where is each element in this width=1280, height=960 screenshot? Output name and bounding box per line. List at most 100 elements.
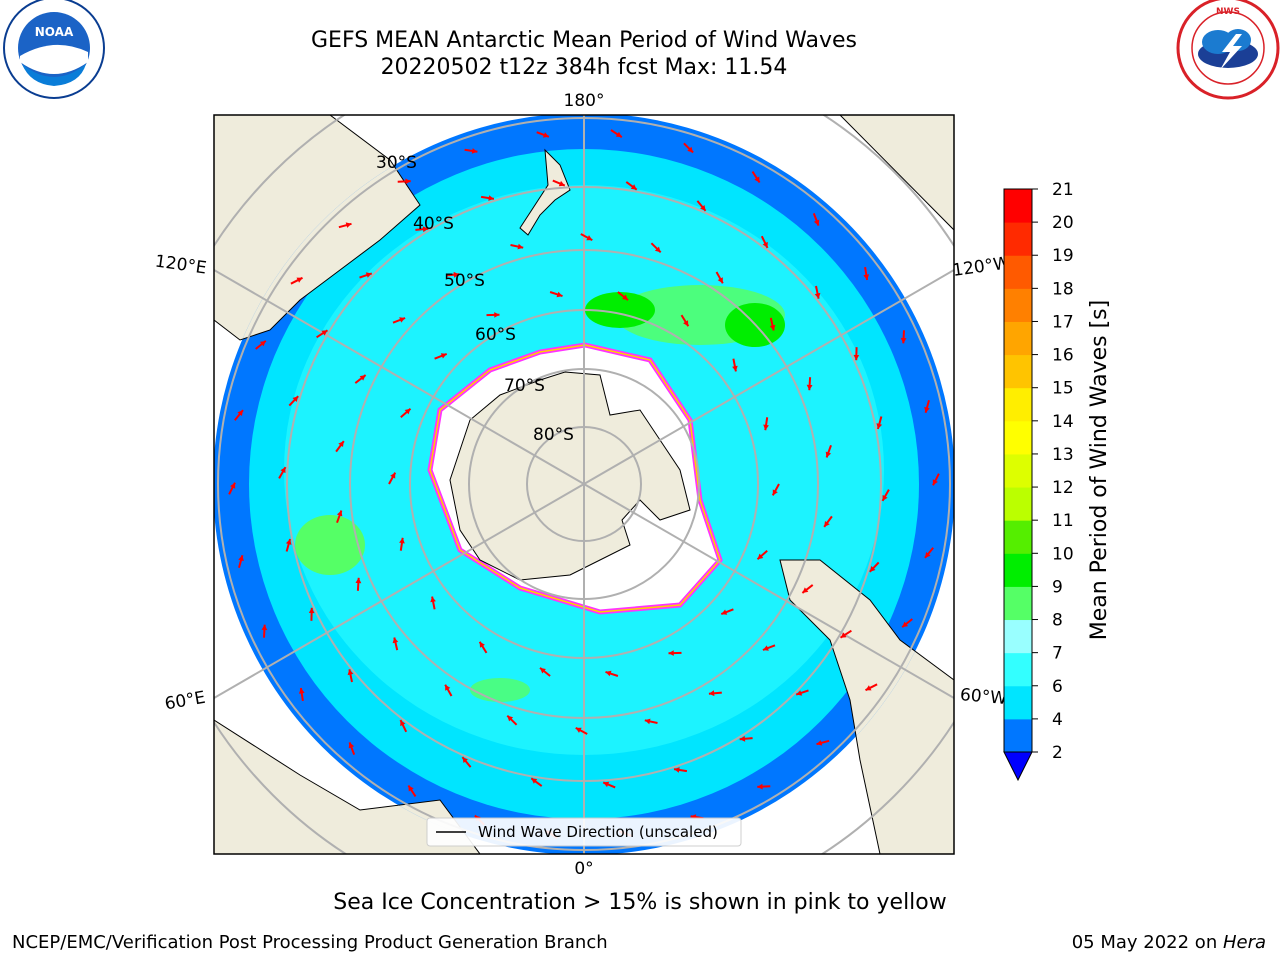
wind-wave-arrowhead (494, 312, 500, 318)
lon-label-120e: 120°E (154, 252, 208, 279)
colorbar-segment (1004, 553, 1032, 587)
wind-wave-arrowhead (757, 783, 763, 790)
wind-wave-arrowhead (399, 317, 406, 323)
map-frame (213, 114, 955, 855)
lon-label-0: 0° (574, 859, 593, 879)
colorbar-tick-label: 6 (1052, 677, 1063, 697)
colorbar-tick-label: 7 (1052, 644, 1063, 664)
wind-wave-arrowhead (754, 176, 760, 183)
chart-title: GEFS MEAN Antarctic Mean Period of Wind … (311, 28, 857, 53)
wind-wave-arrowhead (238, 555, 244, 562)
wind-wave-arrowhead (900, 337, 907, 344)
wind-wave-arrowhead (285, 539, 292, 545)
land-top-right (839, 115, 954, 231)
wind-wave-arrowhead (355, 577, 362, 584)
wind-wave-arrowhead (802, 587, 809, 593)
colorbar-segment (1004, 520, 1032, 554)
sea-ice-caption: Sea Ice Concentration > 15% is shown in … (333, 890, 947, 915)
wind-wave-arrowhead (876, 423, 883, 429)
wind-wave-arrowhead (769, 324, 776, 331)
wind-wave-arrowhead (348, 742, 355, 749)
colorbar-segment (1004, 420, 1032, 455)
colorbar-segment (1004, 321, 1032, 356)
wind-wave-arrowhead (298, 688, 305, 694)
wind-wave-arrowhead (390, 472, 396, 479)
wind-wave-arrowhead (540, 667, 546, 674)
footer-date-text: 05 May 2022 on (1071, 932, 1223, 953)
wind-wave-arrowhead (430, 596, 436, 603)
colorbar-tick-label: 20 (1052, 213, 1074, 233)
wind-wave-arrowhead (422, 226, 429, 233)
wind-wave-arrowhead (700, 205, 706, 211)
colorbar-tick-label: 2 (1052, 743, 1063, 763)
colorbar-tick-label: 9 (1052, 577, 1063, 597)
wind-wave-arrowhead (392, 637, 399, 644)
wind-wave-arrowhead (825, 451, 832, 458)
wind-wave-arrowhead (739, 735, 746, 742)
colorbar-segment (1004, 685, 1032, 720)
wind-wave-arrowhead (796, 690, 803, 696)
colorbar-tick-label: 4 (1052, 710, 1063, 730)
legend-label: Wind Wave Direction (unscaled) (478, 823, 718, 841)
wind-wave-arrowhead (882, 494, 888, 501)
colorbar-tick-label: 18 (1052, 279, 1074, 299)
national-weather-service-logo: NWS (1176, 0, 1280, 100)
wind-wave-arrowhead (471, 148, 478, 154)
wind-wave-arrowhead (296, 277, 303, 283)
wind-wave-arrowhead (292, 396, 299, 402)
wind-wave-arrowhead (586, 235, 593, 241)
colorbar-segment (1004, 387, 1032, 422)
wind-wave-arrowhead (453, 271, 460, 278)
wind-wave-arrowhead (603, 781, 610, 788)
lon-label-60e: 60°E (163, 688, 207, 715)
colorbar-tick-label: 17 (1052, 312, 1074, 332)
wind-wave-arrowhead (622, 294, 628, 301)
wind-wave-arrowhead (556, 291, 563, 298)
colorbar-tick-label: 19 (1052, 246, 1074, 266)
colorbar-segment (1004, 619, 1032, 654)
wind-wave-arrowhead (762, 241, 768, 248)
colorbar-segment (1004, 222, 1032, 256)
land-new-zealand (519, 148, 571, 236)
wind-wave-arrowhead (925, 552, 931, 558)
wind-wave-arrowhead (558, 180, 565, 187)
wind-wave-arrowhead (575, 727, 582, 733)
wind-wave-arrowhead (813, 219, 820, 226)
wind-wave-arrowhead (405, 178, 411, 185)
wind-wave-arrowhead (321, 330, 328, 336)
wind-wave-arrowhead (531, 778, 538, 784)
wind-wave-arrowhead (445, 684, 451, 691)
wind-wave-arrowhead (630, 184, 637, 190)
wind-wave-arrowhead (721, 609, 728, 615)
colorbar-label: Mean Period of Wind Waves [s] (1087, 300, 1112, 640)
wind-wave-arrowhead (280, 467, 286, 474)
lon-label-60w: 60°W (959, 685, 1008, 709)
svg-text:NWS: NWS (1216, 7, 1240, 17)
lat-label-70s: 70°S (504, 376, 545, 396)
wind-wave-arrowhead (687, 146, 694, 153)
colorbar-tick-label: 11 (1052, 511, 1074, 531)
colorbar-segment (1004, 652, 1032, 687)
wind-wave-arrowhead (869, 566, 876, 572)
colorbar-segment (1004, 718, 1032, 753)
wind-wave-arrowhead (924, 406, 930, 413)
colorbar-tick-label: 10 (1052, 544, 1074, 564)
wind-wave-arrowhead (399, 537, 405, 544)
wind-wave-arrowhead (644, 718, 651, 725)
wind-wave-arrowhead (717, 277, 723, 284)
wind-wave-arrowhead (654, 246, 661, 253)
wind-wave-arrowhead (674, 767, 680, 773)
footer-branch: NCEP/EMC/Verification Post Processing Pr… (12, 932, 608, 953)
colorbar-segment (1004, 586, 1032, 621)
wind-wave-arrowhead (230, 482, 236, 489)
footer-date: 05 May 2022 on Hera (1072, 932, 1266, 953)
wind-wave-arrowhead (479, 641, 485, 648)
colorbar-segment (1004, 189, 1032, 223)
wind-wave-arrowhead (902, 621, 909, 628)
wind-wave-arrowhead (462, 757, 468, 763)
wind-wave-arrowhead (347, 669, 354, 676)
wind-wave-arrowhead (732, 365, 738, 372)
wind-wave-arrowhead (308, 607, 315, 614)
noaa-logo: NOAA (3, 0, 105, 99)
